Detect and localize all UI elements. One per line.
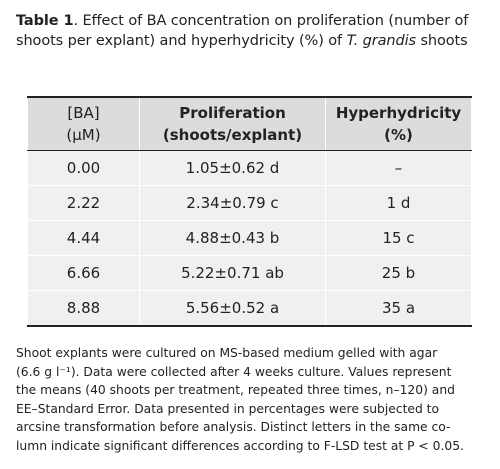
- header-proliferation-line1: Proliferation: [179, 104, 286, 122]
- caption-tail: shoots: [415, 33, 468, 49]
- table-row: 2.22 2.34±0.79 c 1 d: [27, 185, 472, 221]
- cell-proliferation: 2.34±0.79 c: [139, 185, 326, 221]
- cell-proliferation: 1.05±0.62 d: [139, 150, 326, 186]
- footnote-line: the means (40 shoots per treatment, repe…: [16, 383, 455, 398]
- cell-ba: 4.44: [27, 220, 140, 256]
- results-table: [BA] (µM) Proliferation (shoots/explant)…: [27, 96, 472, 327]
- cell-ba: 0.00: [27, 150, 140, 186]
- footnote-line: arcsine transformation before analysis. …: [16, 420, 451, 435]
- header-ba-line1: [BA]: [67, 104, 100, 122]
- table-row: 6.66 5.22±0.71 ab 25 b: [27, 255, 472, 291]
- caption-text: . Effect of BA concentration on prolifer…: [16, 13, 469, 49]
- cell-hyperhydricity: –: [325, 150, 472, 186]
- footnote-line: EE–Standard Error. Data presented in per…: [16, 401, 440, 416]
- species-name: T. grandis: [346, 33, 416, 49]
- footnote-line: (6.6 g l⁻¹). Data were collected after 4…: [16, 364, 452, 379]
- table-footnote: Shoot explants were cultured on MS-based…: [16, 344, 486, 456]
- table-row: 8.88 5.56±0.52 a 35 a: [27, 290, 472, 326]
- cell-ba: 6.66: [27, 255, 140, 291]
- cell-hyperhydricity: 25 b: [325, 255, 472, 291]
- cell-hyperhydricity: 1 d: [325, 185, 472, 221]
- table-label: Table 1: [16, 13, 74, 29]
- cell-ba: 2.22: [27, 185, 140, 221]
- cell-hyperhydricity: 35 a: [325, 290, 472, 326]
- header-hyperhydricity-line2: (%): [384, 126, 413, 144]
- table-row: 0.00 1.05±0.62 d –: [27, 150, 472, 186]
- footnote-line: lumn indicate significant differences ac…: [16, 438, 464, 453]
- header-proliferation-line2: (shoots/explant): [162, 126, 303, 144]
- cell-ba: 8.88: [27, 290, 140, 326]
- footnote-line: Shoot explants were cultured on MS-based…: [16, 346, 438, 360]
- cell-hyperhydricity: 15 c: [325, 220, 472, 256]
- header-ba-line2: (µM): [66, 126, 101, 144]
- cell-proliferation: 5.56±0.52 a: [139, 290, 326, 326]
- header-ba-concentration: [BA] (µM): [27, 97, 140, 151]
- header-row: [BA] (µM) Proliferation (shoots/explant)…: [27, 97, 472, 151]
- table-row: 4.44 4.88±0.43 b 15 c: [27, 220, 472, 256]
- table-caption: Table 1. Effect of BA concentration on p…: [16, 11, 486, 51]
- header-proliferation: Proliferation (shoots/explant): [139, 97, 326, 151]
- header-hyperhydricity-line1: Hyperhydricity: [335, 104, 462, 122]
- cell-proliferation: 5.22±0.71 ab: [139, 255, 326, 291]
- header-hyperhydricity: Hyperhydricity (%): [325, 97, 472, 151]
- cell-proliferation: 4.88±0.43 b: [139, 220, 326, 256]
- results-table-container: [BA] (µM) Proliferation (shoots/explant)…: [27, 96, 472, 327]
